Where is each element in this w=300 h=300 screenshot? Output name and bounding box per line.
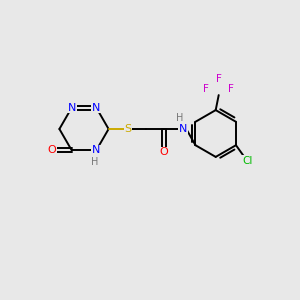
Text: O: O <box>48 145 57 155</box>
Text: Cl: Cl <box>242 156 253 166</box>
Text: N: N <box>92 103 100 113</box>
Text: H: H <box>176 112 183 123</box>
Text: N: N <box>92 145 100 155</box>
Text: F: F <box>228 84 234 94</box>
Text: N: N <box>178 124 187 134</box>
Text: H: H <box>91 157 98 167</box>
Text: S: S <box>124 124 132 134</box>
Text: F: F <box>203 84 209 94</box>
Text: F: F <box>216 74 222 85</box>
Text: N: N <box>68 103 76 113</box>
Text: O: O <box>160 147 169 158</box>
